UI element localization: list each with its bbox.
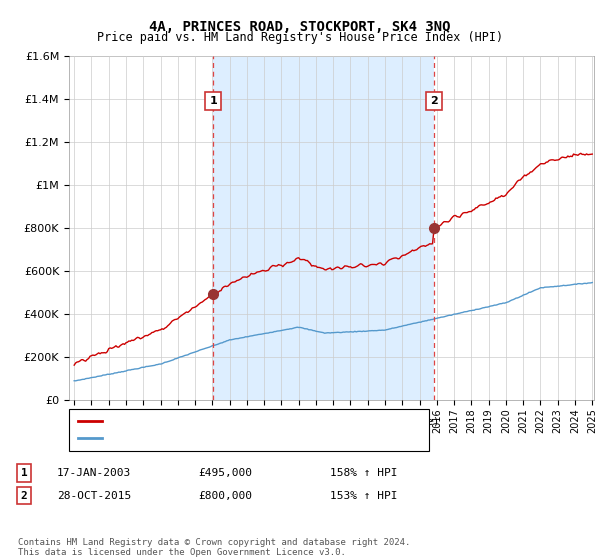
Text: 28-OCT-2015: 28-OCT-2015 — [57, 491, 131, 501]
Text: HPI: Average price, detached house, Stockport: HPI: Average price, detached house, Stoc… — [108, 433, 389, 443]
Text: 153% ↑ HPI: 153% ↑ HPI — [330, 491, 398, 501]
Text: 2: 2 — [20, 491, 28, 501]
Text: 2: 2 — [430, 96, 438, 106]
Text: £800,000: £800,000 — [198, 491, 252, 501]
Text: 17-JAN-2003: 17-JAN-2003 — [57, 468, 131, 478]
Text: Contains HM Land Registry data © Crown copyright and database right 2024.
This d: Contains HM Land Registry data © Crown c… — [18, 538, 410, 557]
Bar — [213, 56, 434, 400]
Text: 1: 1 — [20, 468, 28, 478]
Text: Price paid vs. HM Land Registry's House Price Index (HPI): Price paid vs. HM Land Registry's House … — [97, 31, 503, 44]
Text: 1: 1 — [209, 96, 217, 106]
Text: £495,000: £495,000 — [198, 468, 252, 478]
Text: 4A, PRINCES ROAD, STOCKPORT, SK4 3NQ (detached house): 4A, PRINCES ROAD, STOCKPORT, SK4 3NQ (de… — [108, 417, 439, 426]
Text: 4A, PRINCES ROAD, STOCKPORT, SK4 3NQ: 4A, PRINCES ROAD, STOCKPORT, SK4 3NQ — [149, 20, 451, 34]
Text: 158% ↑ HPI: 158% ↑ HPI — [330, 468, 398, 478]
